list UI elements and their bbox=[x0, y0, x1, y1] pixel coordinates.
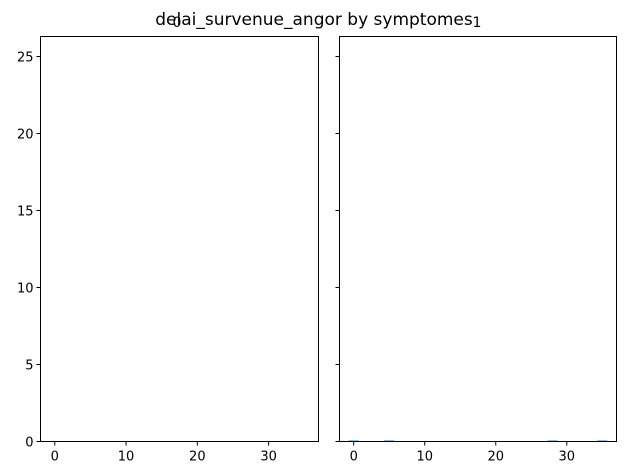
x-tick-label: 30 bbox=[559, 450, 576, 465]
x-tick-label: 0 bbox=[51, 450, 59, 465]
figure-title: delai_survenue_angor by symptomes bbox=[155, 10, 473, 30]
x-tick-label: 10 bbox=[416, 450, 433, 465]
subplot-1: 1 0 10 20 30 bbox=[335, 15, 617, 465]
x-axis: 0 10 20 30 bbox=[350, 441, 576, 465]
subplot-title: 0 bbox=[173, 15, 182, 31]
subplot-title: 1 bbox=[473, 15, 482, 31]
subplot-0: 0 0 10 20 30 0 5 10 15 20 25 bbox=[17, 15, 319, 465]
plot-frame bbox=[339, 36, 617, 442]
x-tick-label: 20 bbox=[189, 450, 206, 465]
plot-frame bbox=[40, 36, 319, 442]
y-axis: 0 5 10 15 20 25 bbox=[17, 51, 41, 451]
x-tick-label: 10 bbox=[118, 450, 135, 465]
y-tick-label: 0 bbox=[25, 436, 33, 451]
x-tick-label: 0 bbox=[350, 450, 358, 465]
y-tick-label: 20 bbox=[17, 128, 34, 143]
x-axis: 0 10 20 30 bbox=[51, 441, 277, 465]
x-tick-label: 20 bbox=[487, 450, 504, 465]
x-tick-label: 30 bbox=[260, 450, 277, 465]
y-tick-label: 25 bbox=[17, 51, 34, 66]
y-tick-label: 15 bbox=[17, 205, 34, 220]
y-axis bbox=[335, 56, 340, 442]
y-tick-label: 10 bbox=[17, 282, 34, 297]
y-tick-label: 5 bbox=[25, 359, 33, 374]
